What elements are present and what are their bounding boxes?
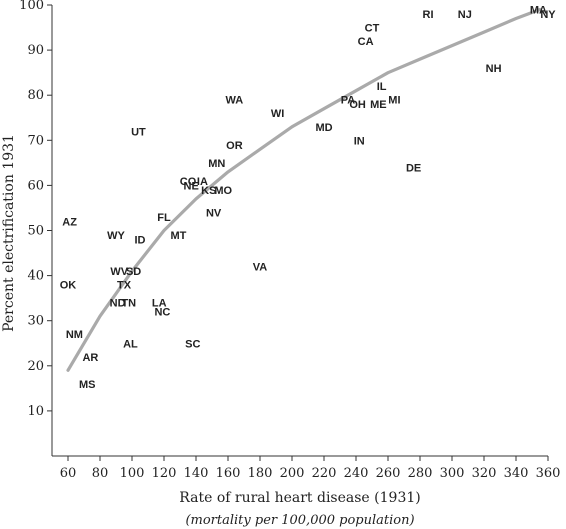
- data-point-mn: MN: [208, 158, 225, 170]
- data-point-nh: NH: [486, 63, 502, 75]
- x-tick-label: 180: [248, 466, 273, 481]
- data-point-ca: CA: [358, 36, 374, 48]
- y-tick-label: 30: [27, 314, 44, 329]
- fit-curve: [66, 7, 542, 372]
- data-point-nm: NM: [66, 329, 83, 341]
- fit-curve-layer: [66, 7, 542, 372]
- data-point-ct: CT: [365, 23, 380, 35]
- x-tick-label: 260: [376, 466, 401, 481]
- data-point-az: AZ: [62, 216, 77, 228]
- x-tick-label: 300: [440, 466, 465, 481]
- y-tick-label: 50: [27, 224, 44, 239]
- x-axis-subtitle: (mortality per 100,000 population): [185, 513, 414, 528]
- x-tick-label: 100: [120, 466, 145, 481]
- data-point-id: ID: [135, 235, 146, 247]
- y-tick-label: 90: [27, 43, 44, 58]
- data-point-mi: MI: [388, 95, 400, 107]
- data-point-sc: SC: [185, 338, 200, 350]
- data-point-ar: AR: [82, 352, 98, 364]
- data-point-ut: UT: [131, 126, 146, 138]
- data-point-ms: MS: [79, 379, 96, 391]
- x-tick-label: 340: [504, 466, 529, 481]
- data-point-de: DE: [406, 162, 421, 174]
- data-point-nd: ND: [110, 298, 126, 310]
- data-point-oh: OH: [349, 99, 366, 111]
- data-point-pa: PA: [341, 95, 356, 107]
- data-point-tx: TX: [117, 280, 132, 292]
- data-point-me: ME: [370, 99, 387, 111]
- data-point-tn: TN: [121, 298, 136, 310]
- x-tick-label: 220: [312, 466, 337, 481]
- data-point-ne: NE: [184, 180, 199, 192]
- y-tick-label: 10: [27, 404, 44, 419]
- y-tick-label: 100: [19, 0, 44, 13]
- data-point-fl: FL: [157, 212, 171, 224]
- y-tick-label: 60: [27, 178, 44, 193]
- data-point-ny: NY: [540, 9, 556, 21]
- x-tick-label: 120: [152, 466, 177, 481]
- data-point-ma: MA: [530, 5, 547, 17]
- data-point-nv: NV: [206, 207, 222, 219]
- x-tick-label: 320: [472, 466, 497, 481]
- x-tick-label: 280: [408, 466, 433, 481]
- data-point-ri: RI: [423, 9, 434, 21]
- x-tick-label: 200: [280, 466, 305, 481]
- data-point-nc: NC: [154, 307, 170, 319]
- y-tick-label: 70: [27, 133, 44, 148]
- data-point-co: CO: [180, 176, 197, 188]
- data-point-il: IL: [377, 81, 387, 93]
- y-tick-label: 20: [27, 359, 44, 374]
- data-point-mt: MT: [170, 230, 186, 242]
- x-tick-label: 60: [60, 466, 77, 481]
- x-tick-label: 140: [184, 466, 209, 481]
- data-point-wi: WI: [271, 108, 284, 120]
- y-tick-label: 40: [27, 269, 44, 284]
- x-tick-label: 360: [536, 466, 561, 481]
- data-point-va: VA: [253, 262, 268, 274]
- data-point-in: IN: [354, 135, 365, 147]
- x-tick-label: 240: [344, 466, 369, 481]
- data-point-or: OR: [226, 140, 243, 152]
- data-point-md: MD: [315, 122, 332, 134]
- data-point-wa: WA: [226, 95, 244, 107]
- data-point-wy: WY: [107, 230, 125, 242]
- data-point-mo: MO: [214, 185, 232, 197]
- y-axis-title: Percent electrification 1931: [1, 134, 17, 332]
- axes: 60 80 100 120 140 160 180 200 220 240 260 280 300 320…: [19, 0, 560, 481]
- x-tick-label: 80: [92, 466, 109, 481]
- y-tick-label: 80: [27, 88, 44, 103]
- data-point-ok: OK: [60, 280, 77, 292]
- data-point-wv: WV: [110, 266, 128, 278]
- x-axis-title: Rate of rural heart disease (1931): [179, 490, 420, 506]
- x-tick-label: 160: [216, 466, 241, 481]
- data-point-nj: NJ: [458, 9, 472, 21]
- data-point-la: LA: [152, 298, 167, 310]
- data-point-sd: SD: [126, 266, 141, 278]
- data-point-ks: KS: [201, 185, 216, 197]
- data-point-al: AL: [123, 338, 138, 350]
- data-point-ia: IA: [197, 176, 208, 188]
